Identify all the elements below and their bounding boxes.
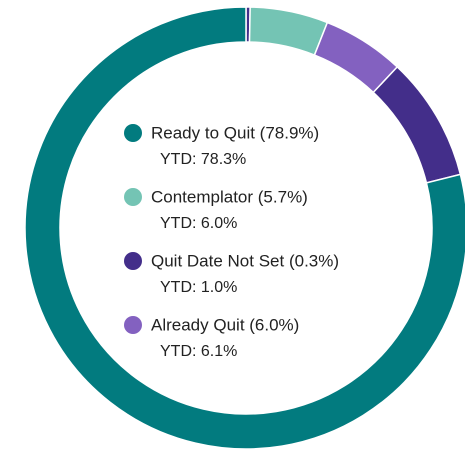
legend-label: Quit Date Not Set (0.3%) — [151, 251, 339, 270]
legend-ytd: YTD: 1.0% — [160, 279, 237, 296]
donut-slice — [24, 6, 465, 450]
legend-label: Already Quit (6.0%) — [151, 315, 299, 334]
donut-slice — [372, 65, 462, 184]
donut-slice — [248, 6, 329, 57]
legend-ytd: YTD: 6.0% — [160, 215, 237, 232]
legend-swatch — [124, 316, 142, 334]
legend-swatch — [124, 252, 142, 270]
legend-swatch — [124, 188, 142, 206]
legend-label: Ready to Quit (78.9%) — [151, 123, 319, 142]
legend-ytd: YTD: 6.1% — [160, 343, 237, 360]
legend-label: Contemplator (5.7%) — [151, 187, 308, 206]
legend-ytd: YTD: 78.3% — [160, 151, 246, 168]
legend-swatch — [124, 124, 142, 142]
